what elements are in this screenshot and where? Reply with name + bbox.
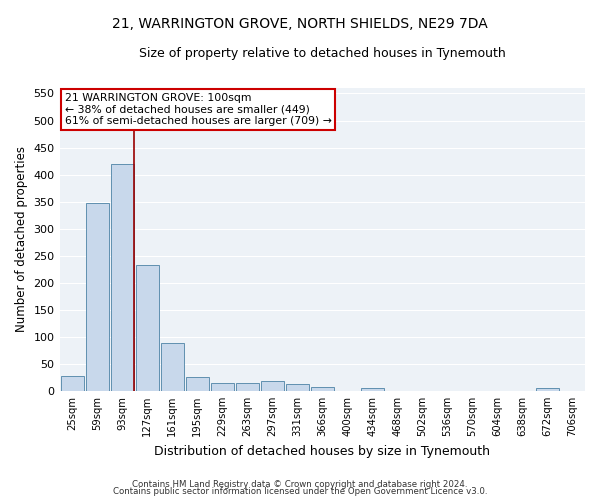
Title: Size of property relative to detached houses in Tynemouth: Size of property relative to detached ho… xyxy=(139,48,506,60)
Text: Contains public sector information licensed under the Open Government Licence v3: Contains public sector information licen… xyxy=(113,488,487,496)
Bar xyxy=(136,265,158,391)
Bar xyxy=(236,383,259,391)
Bar xyxy=(211,383,233,391)
Bar xyxy=(361,388,384,391)
Bar xyxy=(536,388,559,391)
Bar xyxy=(86,204,109,391)
Bar xyxy=(185,378,209,391)
Y-axis label: Number of detached properties: Number of detached properties xyxy=(15,146,28,332)
Bar xyxy=(61,376,83,391)
Bar xyxy=(161,344,184,391)
Text: 21 WARRINGTON GROVE: 100sqm
← 38% of detached houses are smaller (449)
61% of se: 21 WARRINGTON GROVE: 100sqm ← 38% of det… xyxy=(65,92,332,126)
Bar xyxy=(261,381,284,391)
Text: 21, WARRINGTON GROVE, NORTH SHIELDS, NE29 7DA: 21, WARRINGTON GROVE, NORTH SHIELDS, NE2… xyxy=(112,18,488,32)
Text: Contains HM Land Registry data © Crown copyright and database right 2024.: Contains HM Land Registry data © Crown c… xyxy=(132,480,468,489)
X-axis label: Distribution of detached houses by size in Tynemouth: Distribution of detached houses by size … xyxy=(154,444,490,458)
Bar xyxy=(311,386,334,391)
Bar xyxy=(110,164,134,391)
Bar xyxy=(286,384,309,391)
